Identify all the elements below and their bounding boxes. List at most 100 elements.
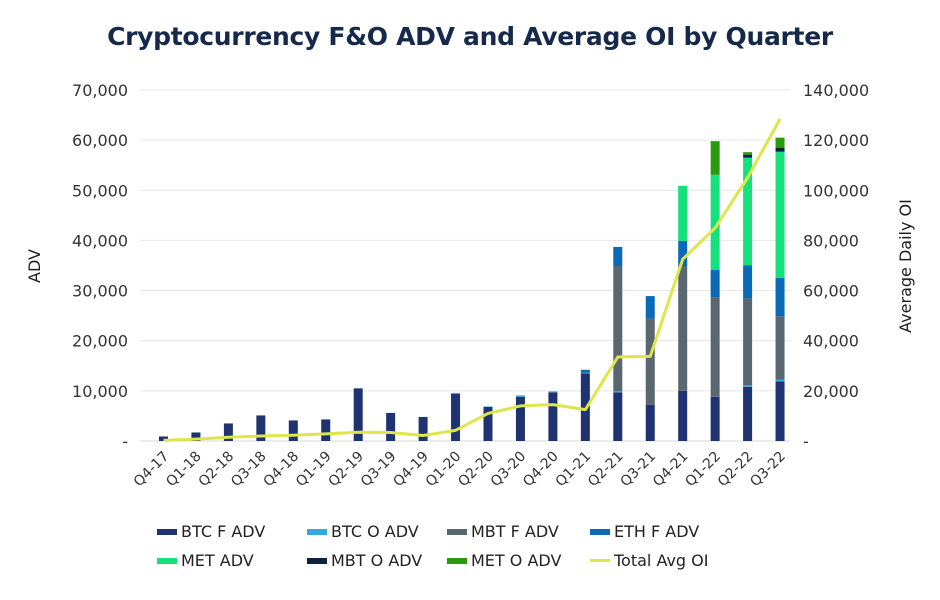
bar-segment-met-o-adv [775, 137, 785, 148]
y2-tick-label: 60,000 [803, 282, 859, 301]
legend-label: ETH F ADV [614, 522, 700, 541]
legend-swatch [447, 557, 467, 564]
bar-segment-mbt-f-adv [613, 266, 623, 392]
line-series [163, 118, 782, 442]
x-tick-label: Q2-21 [585, 449, 627, 491]
bar-segment-btc-o-adv [743, 385, 753, 387]
bar-segment-btc-f-adv [321, 419, 331, 441]
x-tick-label: Q4-21 [650, 449, 692, 491]
bar-segment-eth-f-adv [645, 296, 655, 319]
bar-segment-eth-f-adv [580, 369, 590, 373]
right-axis-ticks: - 20,000 40,000 60,000 80,000 100,000 120,000 1… [803, 81, 869, 451]
bar-segment-mbt-f-adv [645, 318, 655, 405]
bar-segment-btc-f-adv [159, 436, 168, 441]
legend-swatch [590, 559, 610, 562]
y-tick-label: 70,000 [72, 81, 128, 100]
y-tick-label: 40,000 [72, 231, 128, 250]
bar-segment-btc-f-adv [483, 406, 493, 441]
y2-tick-label: 20,000 [803, 382, 859, 401]
x-tick-label: Q3-21 [618, 449, 660, 491]
chart-area: - 10,000 20,000 30,000 40,000 50,000 60,000 70,… [25, 81, 915, 491]
x-tick-label: Q2-22 [715, 449, 757, 491]
y-tick-label: 10,000 [72, 382, 128, 401]
legend-item: MBT F ADV [447, 522, 559, 541]
legend-item: BTC O ADV [307, 522, 419, 541]
bar-segment-mbt-f-adv [710, 297, 720, 397]
y-tick-label: 60,000 [72, 131, 128, 150]
legend-item: ETH F ADV [590, 522, 699, 541]
x-tick-label: Q1-20 [423, 449, 465, 491]
legend-item: MET ADV [157, 551, 254, 570]
x-tick-label: Q2-20 [455, 449, 497, 491]
y2-tick-label: 40,000 [803, 332, 859, 351]
bar-segment-btc-f-adv [386, 412, 396, 441]
x-tick-label: Q1-22 [682, 449, 724, 491]
bar-segment-eth-f-adv [710, 270, 720, 298]
x-tick-label: Q3-22 [747, 449, 789, 491]
bar-segment-btc-o-adv [613, 391, 623, 393]
x-tick-label: Q1-19 [293, 449, 335, 491]
bar-segment-mbt-o-adv [743, 154, 753, 158]
bar-segment-eth-f-adv [775, 278, 785, 317]
legend-item: Total Avg OI [590, 551, 708, 570]
left-axis-ticks: - 10,000 20,000 30,000 40,000 50,000 60,000 70,… [72, 81, 128, 451]
legend-label: BTC F ADV [181, 522, 266, 541]
legend-item: BTC F ADV [157, 522, 265, 541]
x-tick-label: Q3-18 [228, 449, 270, 491]
bar-segment-mbt-f-adv [743, 298, 753, 386]
legend-label: MBT F ADV [471, 522, 559, 541]
bar-segment-btc-o-adv [775, 379, 785, 382]
legend-label: Total Avg OI [614, 551, 709, 570]
y2-tick-label: 100,000 [803, 181, 869, 200]
legend-item: MBT O ADV [307, 551, 422, 570]
x-tick-label: Q4-18 [261, 449, 303, 491]
y-tick-label: 50,000 [72, 181, 128, 200]
y2-tick-label: - [803, 432, 809, 451]
bar-segment-eth-f-adv [743, 265, 753, 299]
bar-segment-btc-f-adv [743, 386, 753, 441]
legend-label: MET O ADV [471, 551, 562, 570]
bar-segment-btc-f-adv [515, 396, 525, 441]
bar-segment-btc-f-adv [353, 388, 363, 441]
x-tick-label: Q4-20 [520, 449, 562, 491]
bar-segment-btc-f-adv [451, 393, 461, 441]
bar-segment-met-o-adv [710, 141, 720, 175]
y-tick-label: - [122, 432, 128, 451]
bar-segment-met-adv [743, 157, 753, 266]
y-axis-label: ADV [25, 249, 44, 283]
y2-tick-label: 120,000 [803, 131, 869, 150]
bar-segment-btc-o-adv [451, 392, 461, 394]
bar-segment-btc-f-adv [645, 404, 655, 441]
bar-segment-eth-f-adv [613, 246, 623, 267]
bar-segment-btc-f-adv [288, 420, 298, 441]
bar-segment-met-adv [775, 151, 785, 279]
legend-swatch [590, 528, 610, 535]
x-tick-label: Q3-20 [488, 449, 530, 491]
legend-swatch [447, 528, 467, 535]
y-tick-label: 20,000 [72, 332, 128, 351]
legend-swatch [307, 557, 327, 564]
bar-segment-btc-f-adv [256, 415, 266, 441]
bar-segment-met-adv [710, 174, 720, 271]
bar-segment-btc-f-adv [775, 381, 785, 441]
gridlines [140, 89, 790, 442]
x-tick-label: Q4-19 [390, 449, 432, 491]
x-tick-label: Q1-18 [163, 449, 205, 491]
x-tick-label: Q3-19 [358, 449, 400, 491]
line-total-avg-oi [163, 118, 782, 442]
x-tick-label: Q1-21 [553, 449, 595, 491]
bar-segment-eth-f-adv [678, 240, 688, 267]
bar-series [159, 137, 785, 441]
legend-item: MET O ADV [447, 551, 561, 570]
legend-swatch [157, 557, 177, 564]
legend-label: BTC O ADV [331, 522, 419, 541]
bar-segment-btc-o-adv [515, 395, 525, 397]
bar-segment-btc-f-adv [613, 392, 623, 441]
bar-segment-btc-f-adv [548, 392, 558, 441]
bar-segment-btc-f-adv [418, 416, 428, 441]
bar-segment-btc-o-adv [580, 372, 590, 374]
y2-tick-label: 80,000 [803, 231, 859, 250]
bar-segment-btc-f-adv [223, 423, 233, 441]
x-tick-label: Q4-17 [131, 449, 173, 491]
bar-segment-mbt-f-adv [678, 266, 688, 391]
